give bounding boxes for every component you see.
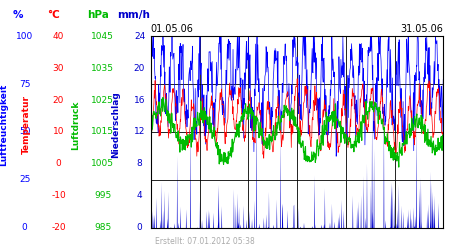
Text: 10: 10 <box>53 127 64 136</box>
Text: 1025: 1025 <box>91 96 114 104</box>
Text: Luftfeuchtigkeit: Luftfeuchtigkeit <box>0 84 8 166</box>
Text: mm/h: mm/h <box>117 10 150 20</box>
Text: Temperatur: Temperatur <box>22 96 31 154</box>
Text: 100: 100 <box>16 32 33 41</box>
Text: Erstellt: 07.01.2012 05:38: Erstellt: 07.01.2012 05:38 <box>155 237 255 246</box>
Text: 1035: 1035 <box>91 64 114 72</box>
Text: 1015: 1015 <box>91 127 114 136</box>
Text: 50: 50 <box>19 127 31 136</box>
Text: 4: 4 <box>137 191 142 200</box>
Text: 20: 20 <box>53 96 64 104</box>
Text: 1045: 1045 <box>91 32 114 41</box>
Text: 40: 40 <box>53 32 64 41</box>
Text: 01.05.06: 01.05.06 <box>151 24 194 34</box>
Text: 995: 995 <box>94 191 111 200</box>
Text: 0: 0 <box>137 223 142 232</box>
Text: °C: °C <box>48 10 60 20</box>
Text: 24: 24 <box>134 32 145 41</box>
Text: 0: 0 <box>56 159 61 168</box>
Text: 12: 12 <box>134 127 145 136</box>
Text: hPa: hPa <box>87 10 109 20</box>
Text: 985: 985 <box>94 223 111 232</box>
Text: 1005: 1005 <box>91 159 114 168</box>
Text: 31.05.06: 31.05.06 <box>400 24 443 34</box>
Text: Niederschlag: Niederschlag <box>112 92 121 158</box>
Text: Luftdruck: Luftdruck <box>71 100 80 150</box>
Text: -10: -10 <box>51 191 66 200</box>
Text: 75: 75 <box>19 80 31 88</box>
Text: -20: -20 <box>51 223 66 232</box>
Text: 30: 30 <box>53 64 64 72</box>
Text: 20: 20 <box>134 64 145 72</box>
Text: 8: 8 <box>137 159 142 168</box>
Text: 25: 25 <box>19 175 31 184</box>
Text: 16: 16 <box>134 96 145 104</box>
Text: 0: 0 <box>22 223 27 232</box>
Text: %: % <box>13 10 23 20</box>
